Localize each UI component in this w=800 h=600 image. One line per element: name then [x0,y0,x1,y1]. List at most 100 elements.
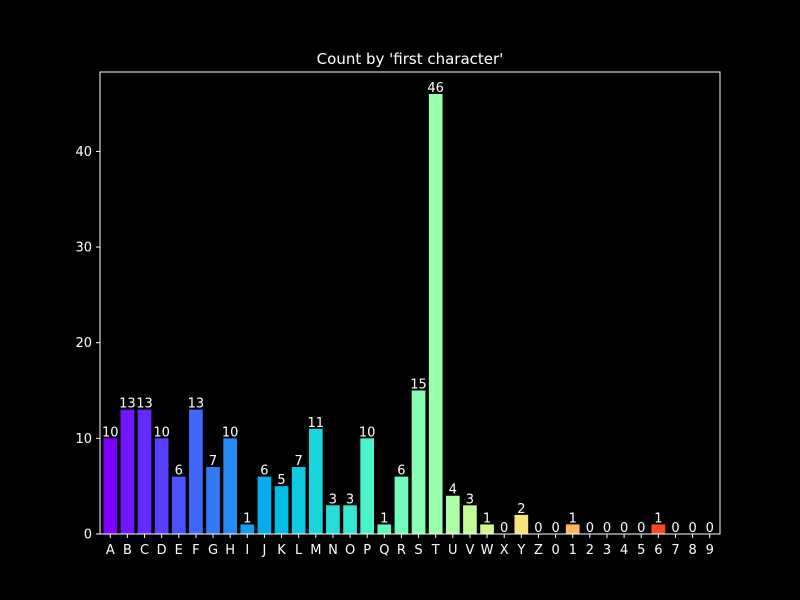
data-label-A: 10 [102,425,119,440]
x-tick-label-E: E [175,543,183,558]
x-tick-label-K: K [277,543,286,558]
data-label-E: 6 [175,464,183,479]
x-tick-label-U: U [448,543,458,558]
x-tick-label-4: 4 [620,543,628,558]
data-label-B: 13 [119,397,136,412]
x-tick-label-9: 9 [706,543,714,558]
data-label-0: 0 [551,521,559,536]
data-label-U: 4 [449,483,457,498]
x-tick-label-H: H [225,543,235,558]
x-tick-label-P: P [363,543,371,558]
data-label-T: 46 [427,81,444,96]
plot-frame [99,71,721,535]
x-tick-label-I: I [245,543,249,558]
x-tick-label-3: 3 [603,543,611,558]
bar-K [274,486,289,534]
data-label-2: 0 [586,521,594,536]
x-tick-label-W: W [481,543,494,558]
x-tick-label-V: V [465,543,474,558]
bar-F [189,409,203,534]
bar-Q [377,524,392,534]
data-label-J: 6 [260,464,268,479]
data-label-Z: 0 [534,521,542,536]
data-label-I: 1 [243,511,251,526]
bar-V [463,505,477,534]
data-label-R: 6 [397,464,405,479]
x-tick-label-M: M [310,543,321,558]
bar-E [171,476,186,534]
y-tick-label-10: 10 [75,432,92,447]
data-label-G: 7 [209,454,217,469]
data-label-N: 3 [329,492,337,507]
bar-O [343,505,357,534]
data-label-S: 15 [410,378,427,393]
bar-C [137,409,152,534]
y-axis: 0 10 20 30 40 [75,145,100,543]
data-label-H: 10 [222,425,239,440]
data-label-V: 3 [466,492,474,507]
chart-title: Count by 'first character' [317,50,504,68]
bar-T [428,94,443,534]
bars-group [103,94,666,534]
y-tick-label-0: 0 [84,528,92,543]
x-tick-label-X: X [500,543,509,558]
x-tick-label-Q: Q [379,543,389,558]
x-tick-label-N: N [328,543,338,558]
y-tick-label-20: 20 [75,336,92,351]
data-label-1: 1 [569,511,577,526]
data-label-3: 0 [603,521,611,536]
x-tick-label-A: A [106,543,115,558]
data-label-7: 0 [671,521,679,536]
x-tick-label-D: D [157,543,167,558]
data-label-C: 13 [136,397,153,412]
data-label-P: 10 [359,425,376,440]
data-label-F: 13 [188,397,205,412]
bar-B [120,409,135,534]
bar-N [326,505,340,534]
bar-P [360,438,375,534]
data-label-Q: 1 [380,511,388,526]
x-tick-label-R: R [397,543,406,558]
data-label-Y: 2 [517,502,525,517]
data-label-5: 0 [637,521,645,536]
x-tick-label-G: G [208,543,218,558]
data-label-D: 10 [153,425,170,440]
bar-H [223,438,238,534]
bar-W [480,524,494,534]
x-tick-label-C: C [140,543,149,558]
bar-I [240,524,255,534]
bar-U [445,495,460,534]
bar-1 [565,524,580,534]
y-tick-label-30: 30 [75,241,92,256]
x-tick-label-J: J [261,543,266,558]
y-tick-label-40: 40 [75,145,92,160]
bar-Y [514,514,529,534]
x-tick-label-O: O [345,543,355,558]
x-tick-label-B: B [123,543,132,558]
bar-R [394,476,409,534]
x-tick-label-5: 5 [637,543,645,558]
bar-S [411,390,426,534]
bar-A [103,438,118,534]
x-tick-label-0: 0 [551,543,559,558]
data-label-4: 0 [620,521,628,536]
x-tick-label-Y: Y [516,543,525,558]
x-tick-label-L: L [295,543,303,558]
data-label-O: 3 [346,492,354,507]
x-tick-label-1: 1 [569,543,577,558]
bar-G [206,467,220,534]
data-label-X: 0 [500,521,508,536]
bar-D [154,438,169,534]
x-tick-label-2: 2 [586,543,594,558]
data-label-9: 0 [706,521,714,536]
x-tick-label-S: S [414,543,422,558]
bar-6 [651,524,666,534]
x-tick-label-7: 7 [671,543,679,558]
bar-J [257,476,272,534]
bar-M [308,428,323,534]
data-label-6: 1 [654,511,662,526]
bar-L [291,467,306,534]
data-label-L: 7 [295,454,303,469]
